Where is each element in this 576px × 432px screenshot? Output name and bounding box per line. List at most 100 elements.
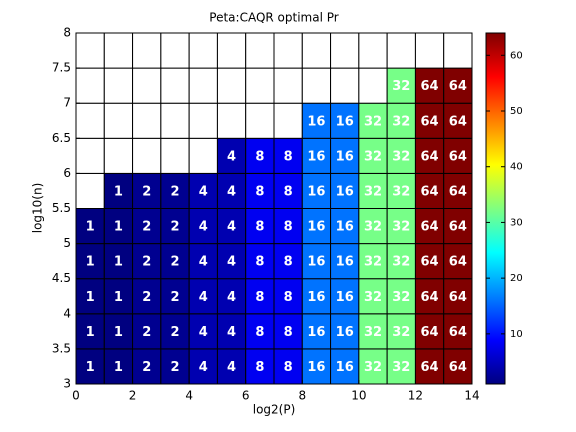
cell-label: 4 (199, 325, 208, 340)
cell-label: 64 (449, 290, 467, 305)
cell (132, 243, 162, 280)
cell-label: 1 (114, 360, 123, 375)
colorbar-tick-label: 40 (510, 162, 523, 173)
empty-cell (216, 102, 247, 139)
y-tick-label: 3.5 (52, 341, 71, 355)
cell-label: 64 (421, 79, 439, 94)
cell-label: 16 (336, 220, 354, 235)
cell-label: 8 (284, 220, 293, 235)
cell (414, 278, 445, 315)
cell-label: 32 (392, 184, 410, 199)
cell-label: 2 (142, 220, 151, 235)
cell-label: 1 (114, 220, 123, 235)
cell (414, 243, 445, 280)
colorbar-tick-label: 30 (510, 217, 523, 228)
cell-label: 2 (142, 325, 151, 340)
cell (386, 102, 416, 139)
empty-cell (358, 32, 388, 69)
cell-label: 32 (364, 114, 382, 129)
cell-label: 2 (170, 220, 179, 235)
x-tick-label: 8 (298, 389, 306, 403)
cell-label: 16 (336, 290, 354, 305)
cell-label: 8 (255, 255, 264, 270)
y-tick-label: 6.5 (52, 131, 71, 145)
cell-label: 8 (284, 184, 293, 199)
cell-label: 32 (364, 220, 382, 235)
cell-label: 32 (364, 149, 382, 164)
cell-label: 64 (449, 114, 467, 129)
cell (330, 208, 360, 245)
cell-label: 32 (392, 114, 410, 129)
colorbar-tick-label: 20 (510, 273, 523, 284)
empty-cell (443, 32, 473, 69)
cell-label: 2 (142, 255, 151, 270)
empty-cell (160, 102, 190, 139)
cell (216, 208, 247, 245)
cell-label: 4 (227, 220, 236, 235)
cell-label: 1 (86, 360, 95, 375)
cell (273, 348, 303, 385)
cell-label: 4 (227, 255, 236, 270)
cell (273, 172, 303, 209)
empty-cell (75, 137, 105, 174)
cell-label: 8 (255, 149, 264, 164)
empty-cell (188, 32, 218, 69)
cell-label: 2 (142, 290, 151, 305)
empty-cell (75, 67, 105, 104)
cell (216, 278, 247, 315)
cell-label: 16 (307, 325, 325, 340)
cell (132, 313, 162, 350)
cell (216, 243, 247, 280)
cell (103, 313, 134, 350)
cell-label: 1 (114, 255, 123, 270)
empty-cell (75, 102, 105, 139)
empty-cell (132, 137, 162, 174)
cell-label: 64 (449, 184, 467, 199)
cell (358, 313, 388, 350)
cell (216, 313, 247, 350)
cell-label: 16 (336, 114, 354, 129)
cell-label: 4 (227, 325, 236, 340)
cell (188, 172, 218, 209)
cell-label: 8 (255, 360, 264, 375)
colorbar-tick-label: 10 (510, 329, 523, 340)
cell (132, 208, 162, 245)
y-axis-label: log10(n) (31, 183, 45, 234)
y-tick-label: 4.5 (52, 271, 71, 285)
x-tick-label: 12 (408, 389, 423, 403)
cell-label: 64 (421, 360, 439, 375)
cell-label: 4 (199, 255, 208, 270)
empty-cell (188, 102, 218, 139)
cell-label: 2 (170, 184, 179, 199)
cell (301, 102, 332, 139)
cell (443, 313, 473, 350)
cell (245, 278, 275, 315)
cell (301, 137, 332, 174)
cell-label: 8 (284, 325, 293, 340)
cell (216, 348, 247, 385)
cell-label: 32 (392, 79, 410, 94)
cell (188, 208, 218, 245)
empty-cell (103, 67, 134, 104)
cell-label: 16 (307, 290, 325, 305)
y-tick-label: 7.5 (52, 61, 71, 75)
empty-cell (273, 67, 303, 104)
cell-label: 1 (86, 220, 95, 235)
cell (414, 313, 445, 350)
cell-label: 8 (255, 220, 264, 235)
cell-label: 64 (421, 184, 439, 199)
y-tick-label: 6 (63, 166, 71, 180)
x-tick-label: 2 (129, 389, 137, 403)
cell-label: 16 (307, 114, 325, 129)
cell-label: 2 (142, 360, 151, 375)
empty-cell (132, 102, 162, 139)
empty-cell (301, 67, 332, 104)
y-tick-label: 4 (63, 306, 71, 320)
empty-cell (188, 67, 218, 104)
empty-cell (386, 32, 416, 69)
cell (386, 172, 416, 209)
empty-cell (216, 32, 247, 69)
cell-label: 1 (86, 290, 95, 305)
cell-label: 32 (364, 325, 382, 340)
